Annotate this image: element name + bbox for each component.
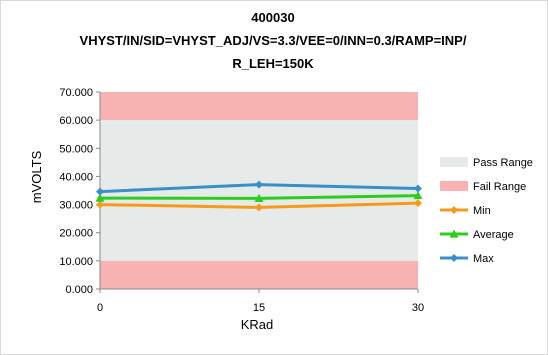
series-min-point <box>414 199 422 208</box>
range-bands <box>100 92 418 289</box>
legend-item-fail-range: Fail Range <box>440 181 526 193</box>
legend-label-max: Max <box>473 253 494 265</box>
series-average-point <box>95 193 105 202</box>
legend-item-average: Average <box>440 229 514 241</box>
legend-label-average: Average <box>473 229 514 241</box>
series-max <box>96 180 422 196</box>
series-max-point <box>414 184 422 193</box>
series-average-point <box>254 193 264 202</box>
series-average <box>95 191 423 202</box>
fail-range-band-2 <box>100 92 418 121</box>
x-axis-label: KRad <box>241 317 274 332</box>
legend-marker-average <box>449 229 459 238</box>
legend-marker-max <box>450 254 458 262</box>
y-tick-label: 60.000 <box>59 115 93 127</box>
legend-label-min: Min <box>473 205 491 217</box>
fail-range-band-1 <box>100 260 418 289</box>
series-min-point <box>96 200 104 209</box>
chart-title: 400030 VHYST/IN/SID=VHYST_ADJ/VS=3.3/VEE… <box>80 10 467 71</box>
x-tick-label: 15 <box>253 302 265 314</box>
chart-title-line-2: VHYST/IN/SID=VHYST_ADJ/VS=3.3/VEE=0/INN=… <box>80 33 467 48</box>
series-max-point <box>255 180 263 189</box>
legend-item-min: Min <box>440 205 491 217</box>
data-series <box>95 180 423 212</box>
legend-label-fail-range: Fail Range <box>473 181 526 193</box>
x-tick-label: 30 <box>412 302 424 314</box>
y-tick-label: 0.000 <box>65 284 93 296</box>
y-tick-label: 30.000 <box>59 200 93 212</box>
y-tick-label: 40.000 <box>59 171 93 183</box>
y-tick-label: 20.000 <box>59 228 93 240</box>
chart-title-line-3: R_LEH=150K <box>232 56 314 71</box>
series-max-point <box>96 187 104 196</box>
y-tick-label: 50.000 <box>59 143 93 155</box>
chart-title-line-1: 400030 <box>251 10 294 25</box>
legend-marker-min <box>450 206 458 214</box>
series-min <box>96 199 422 212</box>
x-tick-label: 0 <box>97 302 103 314</box>
legend-swatch-pass-range <box>440 157 468 167</box>
legend-label-pass-range: Pass Range <box>473 157 533 169</box>
series-min-point <box>255 203 263 212</box>
legend-swatch-fail-range <box>440 181 468 191</box>
y-tick-label: 10.000 <box>59 256 93 268</box>
legend-item-pass-range: Pass Range <box>440 157 533 169</box>
y-axis-label: mVOLTS <box>29 150 44 203</box>
y-tick-labels: 0.000 10.000 20.000 30.000 40.000 50.000 60.00… <box>59 87 100 296</box>
legend: Pass Range Fail Range Min Average Max <box>440 157 533 265</box>
legend-item-max: Max <box>440 253 494 265</box>
series-average-point <box>413 191 423 200</box>
y-tick-label: 70.000 <box>59 87 93 99</box>
x-tick-labels: 0 15 30 <box>97 289 424 314</box>
